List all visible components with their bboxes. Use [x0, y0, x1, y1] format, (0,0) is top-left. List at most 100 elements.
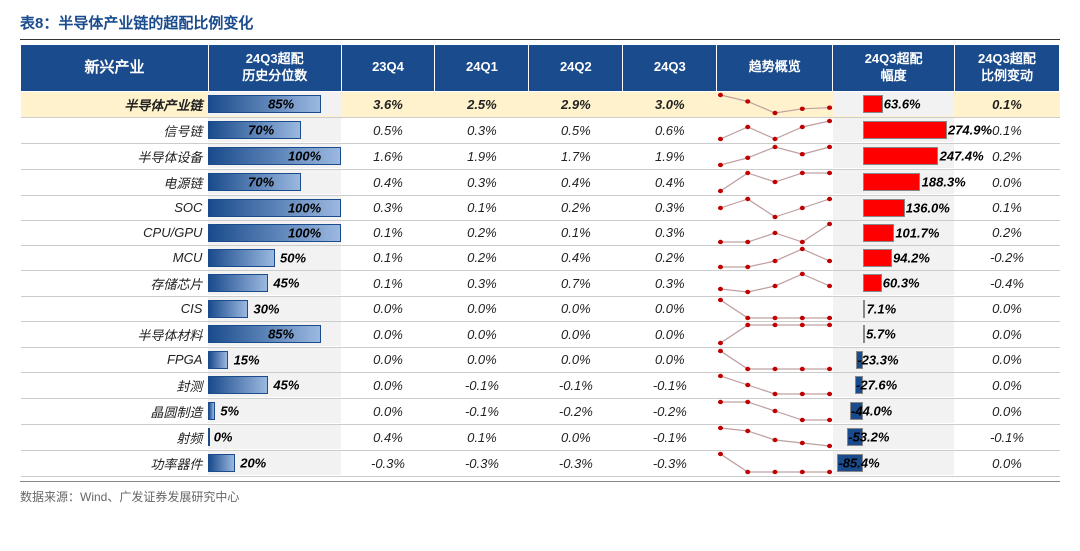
cell-q0: 0.4% [341, 169, 435, 195]
cell-q0: 0.0% [341, 296, 435, 321]
cell-category: 射频 [21, 424, 209, 450]
cell-q3: 0.4% [623, 169, 717, 195]
cell-q2: -0.3% [529, 450, 623, 476]
sparkline [717, 246, 833, 270]
sparkline [717, 399, 833, 423]
cell-q1: 0.2% [435, 245, 529, 270]
cell-trend [717, 195, 833, 220]
table-row: FPGA 15% 0.0% 0.0% 0.0% 0.0% -23.3% 0.0% [21, 347, 1060, 372]
cell-q0: 0.1% [341, 270, 435, 296]
summary-row: 半导体产业链 85% 3.6% 2.5% 2.9% 3.0% 63.6% 0.1… [21, 91, 1060, 117]
cell-hist: 50% [208, 245, 341, 270]
table-row: 功率器件 20% -0.3% -0.3% -0.3% -0.3% -85.4% … [21, 450, 1060, 476]
cell-q1: 0.1% [435, 195, 529, 220]
data-table: 新兴产业 24Q3超配历史分位数 23Q4 24Q1 24Q2 24Q3 趋势概… [20, 44, 1060, 477]
cell-trend [717, 424, 833, 450]
cell-change: 0.2% [954, 220, 1059, 245]
sparkline [717, 425, 833, 449]
hist-bar-cell: 30% [208, 297, 341, 321]
table-row: CPU/GPU 100% 0.1% 0.2% 0.1% 0.3% 101.7% … [21, 220, 1060, 245]
hist-bar-cell: 85% [208, 92, 341, 116]
col-change: 24Q3超配比例变动 [954, 45, 1059, 92]
cell-change: 0.0% [954, 321, 1059, 347]
sparkline [717, 451, 833, 475]
cell-change: 0.1% [954, 91, 1059, 117]
table-row: SOC 100% 0.3% 0.1% 0.2% 0.3% 136.0% 0.1% [21, 195, 1060, 220]
cell-q1: 0.2% [435, 220, 529, 245]
cell-magnitude: -53.2% [833, 424, 955, 450]
cell-magnitude: 101.7% [833, 220, 955, 245]
cell-change: -0.1% [954, 424, 1059, 450]
hist-bar-cell: 100% [208, 221, 341, 245]
cell-trend [717, 220, 833, 245]
col-hist: 24Q3超配历史分位数 [208, 45, 341, 92]
cell-category: 存储芯片 [21, 270, 209, 296]
cell-category: 晶圆制造 [21, 398, 209, 424]
cell-q2: 0.7% [529, 270, 623, 296]
cell-category: SOC [21, 195, 209, 220]
cell-q3: -0.2% [623, 398, 717, 424]
cell-hist: 85% [208, 91, 341, 117]
sparkline [717, 297, 833, 321]
cell-q2: 0.4% [529, 169, 623, 195]
cell-change: 0.0% [954, 372, 1059, 398]
col-24q2: 24Q2 [529, 45, 623, 92]
cell-category: MCU [21, 245, 209, 270]
cell-q0: -0.3% [341, 450, 435, 476]
cell-q0: 0.1% [341, 220, 435, 245]
cell-change: 0.0% [954, 347, 1059, 372]
cell-hist: 85% [208, 321, 341, 347]
cell-magnitude: -85.4% [833, 450, 955, 476]
cell-q3: 0.3% [623, 220, 717, 245]
header-row: 新兴产业 24Q3超配历史分位数 23Q4 24Q1 24Q2 24Q3 趋势概… [21, 45, 1060, 92]
cell-q2: -0.1% [529, 372, 623, 398]
cell-q2: 0.4% [529, 245, 623, 270]
cell-q3: -0.3% [623, 450, 717, 476]
magnitude-bar-cell: 136.0% [833, 196, 955, 220]
magnitude-bar-cell: 60.3% [833, 271, 955, 295]
cell-q3: 0.0% [623, 347, 717, 372]
sparkline [717, 271, 833, 295]
table-row: 信号链 70% 0.5% 0.3% 0.5% 0.6% 274.9% 0.1% [21, 117, 1060, 143]
cell-change: 0.0% [954, 169, 1059, 195]
cell-q3: 0.3% [623, 195, 717, 220]
cell-q3: -0.1% [623, 424, 717, 450]
cell-category: 电源链 [21, 169, 209, 195]
cell-hist: 20% [208, 450, 341, 476]
cell-q3: 0.3% [623, 270, 717, 296]
cell-trend [717, 296, 833, 321]
divider-top [20, 39, 1060, 40]
cell-category: CPU/GPU [21, 220, 209, 245]
cell-trend [717, 450, 833, 476]
table-row: 电源链 70% 0.4% 0.3% 0.4% 0.4% 188.3% 0.0% [21, 169, 1060, 195]
cell-q1: 0.0% [435, 296, 529, 321]
cell-q0: 0.0% [341, 398, 435, 424]
cell-trend [717, 347, 833, 372]
sparkline [717, 221, 833, 245]
magnitude-bar-cell: -27.6% [833, 373, 955, 397]
cell-q2: 0.2% [529, 195, 623, 220]
cell-magnitude: 60.3% [833, 270, 955, 296]
divider-bottom [20, 481, 1060, 482]
sparkline [717, 322, 833, 346]
cell-magnitude: 247.4% [833, 143, 955, 169]
cell-q0: 0.0% [341, 321, 435, 347]
cell-q1: 0.3% [435, 270, 529, 296]
cell-hist: 100% [208, 195, 341, 220]
cell-trend [717, 321, 833, 347]
cell-magnitude: 63.6% [833, 91, 955, 117]
cell-category: 信号链 [21, 117, 209, 143]
cell-hist: 0% [208, 424, 341, 450]
cell-trend [717, 398, 833, 424]
cell-q3: 0.6% [623, 117, 717, 143]
cell-q1: -0.1% [435, 372, 529, 398]
cell-category: 半导体材料 [21, 321, 209, 347]
cell-magnitude: 7.1% [833, 296, 955, 321]
col-category: 新兴产业 [21, 45, 209, 92]
cell-q2: 0.5% [529, 117, 623, 143]
sparkline [717, 92, 833, 116]
sparkline [717, 196, 833, 220]
table-row: 半导体设备 100% 1.6% 1.9% 1.7% 1.9% 247.4% 0.… [21, 143, 1060, 169]
hist-bar-cell: 45% [208, 373, 341, 397]
hist-bar-cell: 0% [208, 425, 341, 449]
